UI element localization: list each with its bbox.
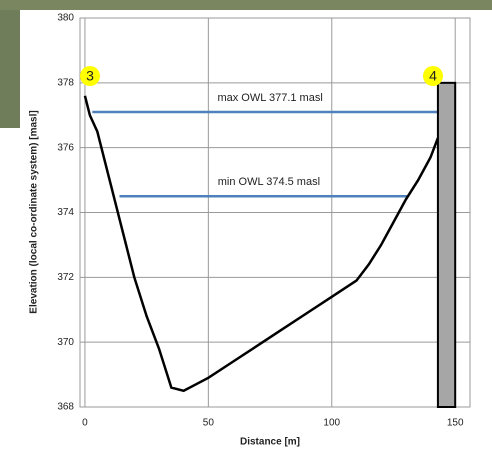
profile-line [83,95,440,393]
x-tick-label: 0 [82,418,88,429]
point-marker [423,66,443,86]
point-label: 4 [429,68,437,84]
y-axis-label: Elevation (local co-ordinate system) [ma… [29,110,40,313]
y-tick-label: 372 [57,272,74,283]
annotation: max OWL 377.1 masl [217,92,322,104]
x-tick-label: 150 [447,418,464,429]
y-tick-label: 376 [57,142,74,153]
y-tick-label: 380 [57,13,74,24]
annotation: min OWL 374.5 masl [218,176,320,188]
y-tick-label: 374 [57,207,74,218]
satellite-image-top [0,0,492,10]
plot: 368 370 372 374 376 378 380 0 50 100 150 max OWL 37… [57,13,471,429]
point-label: 3 [86,68,94,84]
y-tick-label: 368 [57,402,74,413]
structure [436,81,457,408]
y-tick-label: 378 [57,77,74,88]
x-tick-label: 100 [323,418,340,429]
x-axis-label: Distance [m] [240,437,300,448]
x-tick-label: 50 [203,418,215,429]
point-marker [80,66,100,86]
y-tick-label: 370 [57,337,74,348]
